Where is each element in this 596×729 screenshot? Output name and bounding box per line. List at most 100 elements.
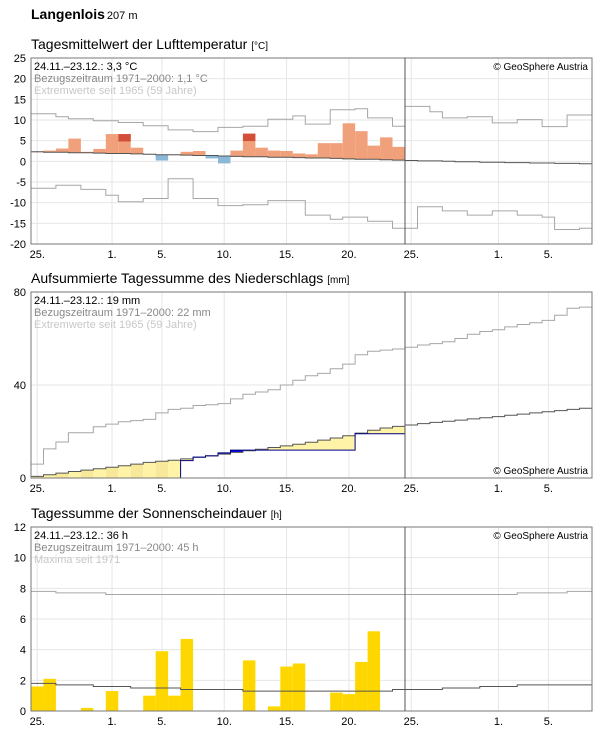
y-tick-label: 0 bbox=[20, 706, 26, 718]
sunshine-bar bbox=[367, 631, 381, 711]
temperature-title-text: Tagesmittelwert der Lufttemperatur bbox=[31, 36, 248, 52]
precipitation-deficit-bar bbox=[292, 444, 306, 451]
sunshine-bar bbox=[105, 691, 119, 711]
precipitation-deficit-bar bbox=[380, 428, 393, 434]
sunshine-bar bbox=[168, 695, 181, 711]
x-tick-label: 15. bbox=[279, 249, 294, 261]
temperature-bar bbox=[218, 155, 231, 164]
temperature-bar bbox=[230, 150, 243, 157]
temperature-max-envelope bbox=[31, 105, 592, 133]
precipitation-max-envelope bbox=[31, 306, 592, 465]
precipitation-deficit-bar bbox=[55, 473, 69, 478]
sunshine-unit: [h] bbox=[270, 510, 282, 521]
sunshine-bar bbox=[342, 694, 356, 711]
precipitation-deficit-bar bbox=[317, 440, 331, 451]
precipitation-deficit-bar bbox=[168, 460, 181, 478]
temperature-bar bbox=[105, 134, 119, 154]
precipitation-deficit-bar bbox=[43, 474, 56, 478]
precipitation-deficit-bar bbox=[31, 476, 44, 478]
sunshine-bar bbox=[80, 707, 94, 711]
sunshine-bar bbox=[292, 663, 306, 711]
y-tick-label: -10 bbox=[10, 198, 26, 210]
precipitation-deficit-bar bbox=[118, 465, 131, 478]
precipitation-legend-extremes: Extremwerte seit 1965 (59 Jahre) bbox=[34, 319, 197, 331]
y-tick-label: 80 bbox=[14, 287, 26, 299]
temperature-bar bbox=[255, 147, 268, 157]
precipitation-deficit-bar bbox=[267, 447, 281, 451]
station-header: Langenlois 207 m bbox=[31, 6, 137, 22]
sunshine-legend-period: 24.11.–23.12.: 36 h bbox=[34, 530, 128, 542]
sunshine-bar bbox=[155, 651, 169, 711]
precipitation-deficit-bar bbox=[392, 426, 405, 434]
precipitation-legend-reference: Bezugszeitraum 1971–2000: 22 mm bbox=[34, 307, 211, 319]
x-tick-label: 1. bbox=[494, 483, 503, 495]
x-tick-label: 5. bbox=[157, 716, 166, 728]
precipitation-deficit-bar bbox=[367, 430, 381, 434]
precipitation-normal-line bbox=[31, 407, 592, 477]
x-tick-label: 25. bbox=[404, 716, 419, 728]
y-tick-label: -20 bbox=[10, 239, 26, 251]
sunshine-legend-reference: Bezugszeitraum 1971–2000: 45 h bbox=[34, 542, 199, 554]
sunshine-max-envelope bbox=[31, 590, 592, 595]
x-tick-label: 5. bbox=[157, 483, 166, 495]
x-tick-label: 25. bbox=[30, 716, 45, 728]
precipitation-unit: [mm] bbox=[327, 275, 350, 286]
temperature-legend-extremes: Extremwerte seit 1965 (59 Jahre) bbox=[34, 85, 197, 97]
sunshine-bar bbox=[31, 686, 44, 711]
sunshine-bar bbox=[355, 661, 368, 711]
temperature-extreme-bar bbox=[118, 134, 131, 142]
sunshine-bar bbox=[267, 706, 281, 711]
y-tick-label: 8 bbox=[20, 583, 26, 595]
x-tick-label: 10. bbox=[217, 483, 232, 495]
station-name: Langenlois bbox=[31, 6, 105, 22]
temperature-bar bbox=[267, 150, 281, 158]
temperature-bar bbox=[355, 131, 368, 160]
sunshine-bar bbox=[43, 678, 56, 711]
sunshine-credit: © GeoSphere Austria bbox=[493, 531, 588, 542]
temperature-legend-reference: Bezugszeitraum 1971–2000: 1,1 °C bbox=[34, 73, 208, 85]
temperature-unit: [°C] bbox=[251, 41, 269, 52]
y-tick-label: 12 bbox=[14, 522, 26, 534]
x-tick-label: 5. bbox=[157, 249, 166, 261]
x-tick-label: 1. bbox=[494, 249, 503, 261]
temperature-bar bbox=[43, 150, 56, 153]
temperature-bar bbox=[155, 154, 169, 161]
temperature-bar bbox=[280, 151, 293, 158]
temperature-bar bbox=[93, 148, 106, 154]
sunshine-bar bbox=[242, 660, 256, 711]
plot-border bbox=[30, 291, 593, 479]
precipitation-deficit-bar bbox=[280, 445, 293, 451]
precipitation-chart-title: Aufsummierte Tagessumme des Niederschlag… bbox=[31, 270, 349, 286]
x-tick-label: 5. bbox=[544, 249, 553, 261]
y-tick-label: 4 bbox=[20, 645, 26, 657]
temperature-bar bbox=[180, 151, 194, 156]
precipitation-credit: © GeoSphere Austria bbox=[493, 466, 588, 477]
y-tick-label: 10 bbox=[14, 553, 26, 565]
temperature-bar bbox=[305, 154, 318, 159]
y-tick-label: 10 bbox=[14, 115, 26, 127]
precipitation-chart: 80 40 0 25. 1. 5. 10. 15. 20. 25. 1. 5. 24.11.–23.12… bbox=[14, 287, 593, 495]
precipitation-deficit-bar bbox=[105, 467, 119, 478]
precipitation-deficit-bar bbox=[130, 464, 144, 478]
x-tick-label: 1. bbox=[107, 249, 116, 261]
x-tick-label: 10. bbox=[217, 249, 232, 261]
temperature-legend-period: 24.11.–23.12.: 3,3 °C bbox=[34, 61, 137, 73]
plot-border bbox=[30, 526, 593, 712]
y-tick-label: 5 bbox=[20, 136, 26, 148]
x-tick-label: 5. bbox=[544, 716, 553, 728]
sunshine-legend-extremes: Maxima seit 1971 bbox=[34, 554, 120, 566]
temperature-chart: 25 20 15 10 5 0 -5 -10 -15 -20 25. 1. 5. 10. 15. 20. 25.… bbox=[10, 53, 593, 261]
y-tick-label: 0 bbox=[20, 156, 26, 168]
sunshine-bar bbox=[280, 666, 293, 711]
x-tick-label: 1. bbox=[107, 716, 116, 728]
y-tick-label: -15 bbox=[10, 218, 26, 230]
plot-border bbox=[30, 57, 593, 245]
temperature-bar bbox=[130, 147, 144, 154]
temperature-normal-line bbox=[31, 151, 592, 165]
x-tick-label: 1. bbox=[494, 716, 503, 728]
y-tick-label: 15 bbox=[14, 94, 26, 106]
temperature-extreme-bar bbox=[242, 133, 256, 142]
x-tick-label: 5. bbox=[544, 483, 553, 495]
y-tick-label: 0 bbox=[20, 473, 26, 485]
y-tick-label: 40 bbox=[14, 380, 26, 392]
